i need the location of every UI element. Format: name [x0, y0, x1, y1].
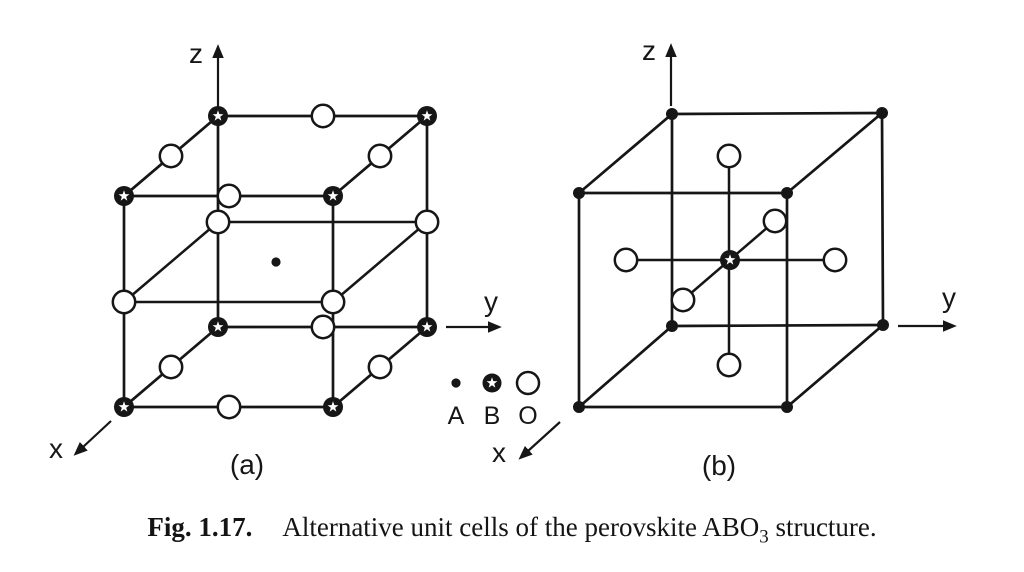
cube-edge-b — [785, 111, 884, 195]
atom-O-oxygen-a — [205, 209, 231, 235]
axis-x-arrow-a — [73, 420, 112, 456]
atom-O-oxygen-a — [320, 289, 346, 315]
atom-A-cation-b — [781, 401, 793, 413]
atom-O-oxygen-a — [310, 314, 336, 340]
axis-y-label-b: y — [942, 282, 956, 313]
unit-cell-figure: z y x (a) z y x (b) A B O — [49, 35, 957, 481]
axis-z-label-b: z — [642, 35, 656, 66]
inner-line-a — [331, 220, 429, 304]
atom-O-oxygen-a — [216, 183, 242, 209]
cube-edge-b — [880, 111, 885, 327]
atom-A-cation-b — [781, 187, 793, 199]
legend-label-B: B — [484, 402, 501, 430]
caption-text-after-sub: structure. — [768, 512, 877, 542]
atom-A-cation-a — [271, 257, 281, 267]
cube-edge-b — [577, 324, 674, 409]
axis-y-label-a: y — [484, 286, 498, 317]
cube-edge-b — [670, 111, 884, 116]
atom-O-oxygen-legend — [515, 370, 541, 396]
atom-O-oxygen-a — [111, 289, 137, 315]
caption-label: Fig. 1.17. — [147, 512, 253, 542]
atom-O-oxygen-b — [670, 287, 696, 313]
atom-O-oxygen-a — [367, 143, 393, 169]
atom-A-cation-b — [573, 187, 585, 199]
atom-B-star-glyph-a — [327, 190, 339, 201]
atom-O-oxygen-b — [613, 247, 639, 273]
atom-O-oxygen-b — [822, 247, 848, 273]
cube-edge-b — [670, 323, 885, 328]
atom-O-oxygen-a — [216, 394, 242, 420]
atom-B-star-glyph-a — [421, 110, 433, 121]
atom-A-cation-b — [573, 401, 585, 413]
atom-O-oxygen-b — [716, 352, 742, 378]
figure-caption: Fig. 1.17. Alternative unit cells of the … — [0, 512, 1024, 548]
atom-A-cation-b — [876, 107, 888, 119]
atom-O-oxygen-a — [414, 209, 440, 235]
atom-B-star-glyph-legend — [486, 377, 498, 388]
axis-z-label-a: z — [189, 38, 203, 69]
panel-label-b: (b) — [702, 450, 736, 481]
axis-x-label-a: x — [49, 433, 63, 464]
atom-O-oxygen-a — [158, 143, 184, 169]
atom-A-cation-b — [877, 319, 889, 331]
atom-O-oxygen-b — [716, 143, 742, 169]
caption-subscript: 3 — [759, 526, 769, 548]
atom-O-oxygen-a — [158, 354, 184, 380]
atom-B-star-glyph-a — [212, 110, 224, 121]
atom-B-star-glyph-a — [118, 190, 130, 201]
atom-B-star-glyph-a — [212, 321, 224, 332]
panel-label-a: (a) — [230, 449, 264, 480]
axis-x-arrow-b — [518, 421, 561, 460]
atom-A-cation-b — [666, 320, 678, 332]
legend-label-A: A — [448, 402, 465, 430]
caption-text-before-sub: Alternative unit cells of the perovskite… — [282, 512, 760, 542]
atom-B-star-glyph-a — [421, 321, 433, 332]
inner-line-a — [122, 220, 220, 304]
atom-O-oxygen-a — [367, 354, 393, 380]
axis-x-label-b: x — [492, 437, 506, 468]
atom-O-oxygen-a — [310, 103, 336, 129]
caption-text: Alternative unit cells of the perovskite… — [282, 512, 877, 547]
atom-O-oxygen-b — [762, 208, 788, 234]
cube-edge-b — [577, 112, 674, 195]
atom-A-cation-b — [666, 108, 678, 120]
legend-label-O: O — [518, 402, 537, 430]
atom-B-star-glyph-b — [724, 254, 736, 265]
atom-B-star-glyph-a — [327, 401, 339, 412]
cube-edge-b — [785, 323, 885, 409]
atom-B-star-glyph-a — [118, 401, 130, 412]
atom-A-cation-legend — [451, 378, 461, 388]
